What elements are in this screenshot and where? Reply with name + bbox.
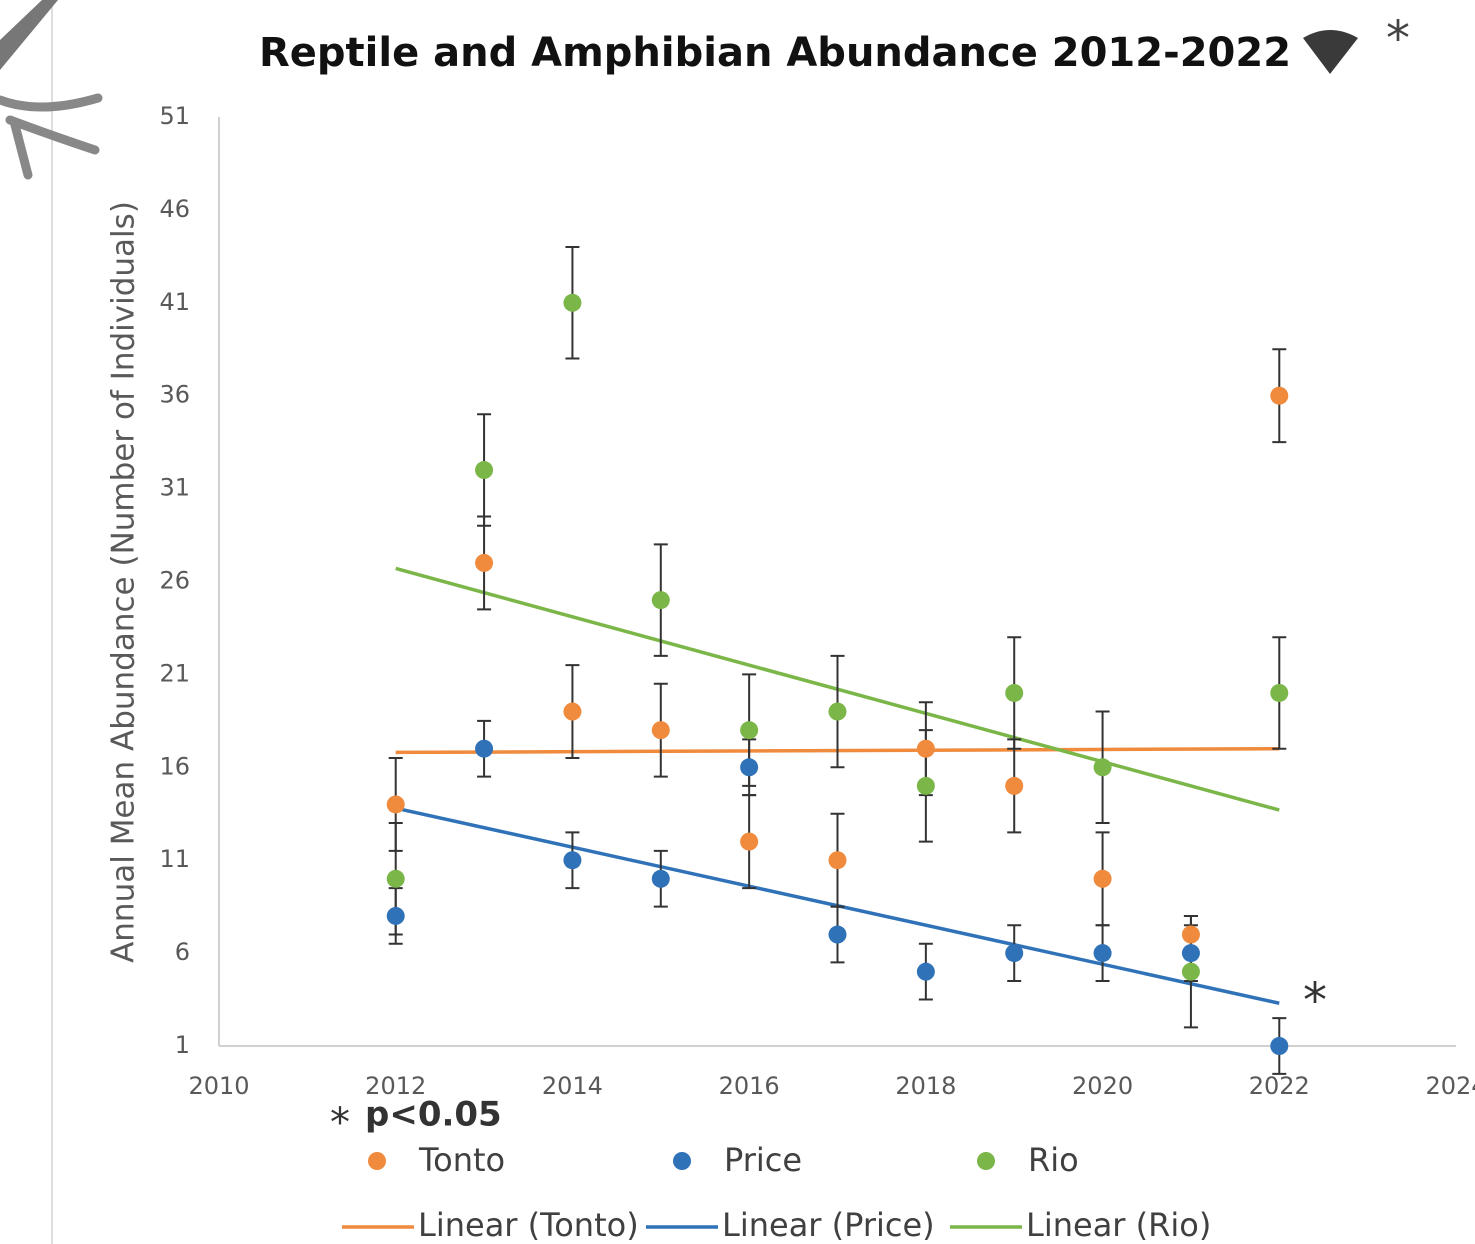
- significance-marker: *: [1386, 11, 1410, 67]
- data-point: [652, 721, 670, 739]
- x-tick-label: 2010: [188, 1072, 249, 1100]
- data-point: [1094, 870, 1112, 888]
- x-tick-label: 2014: [542, 1072, 603, 1100]
- data-point: [917, 777, 935, 795]
- legend-label: Price: [724, 1141, 802, 1179]
- data-point: [917, 740, 935, 758]
- y-tick-label: 11: [159, 845, 190, 873]
- heart-icon: [1303, 30, 1358, 74]
- legend-marker: [673, 1152, 691, 1170]
- legend-label: Linear (Rio): [1026, 1206, 1211, 1244]
- data-point: [475, 461, 493, 479]
- data-point: [563, 294, 581, 312]
- x-tick-label: 2016: [719, 1072, 780, 1100]
- y-tick-label: 36: [159, 381, 190, 409]
- significance-marker: *: [330, 1100, 350, 1146]
- y-tick-label: 16: [159, 752, 190, 780]
- data-point: [652, 591, 670, 609]
- data-point: [829, 851, 847, 869]
- y-tick-label: 41: [159, 288, 190, 316]
- chart: Reptile and Amphibian Abundance 2012-202…: [0, 0, 1475, 1244]
- legend-label: Tonto: [418, 1141, 505, 1179]
- data-point: [387, 870, 405, 888]
- x-tick-label: 2020: [1072, 1072, 1133, 1100]
- x-tick-label: 2024: [1425, 1072, 1475, 1100]
- data-point: [1270, 684, 1288, 702]
- data-point: [387, 795, 405, 813]
- data-point: [1270, 387, 1288, 405]
- data-point: [387, 907, 405, 925]
- data-point: [1270, 1037, 1288, 1055]
- y-tick-label: 1: [175, 1031, 190, 1059]
- data-point: [563, 703, 581, 721]
- chart-title: Reptile and Amphibian Abundance 2012-202…: [259, 30, 1291, 76]
- data-point: [475, 554, 493, 572]
- x-tick-label: 2018: [895, 1072, 956, 1100]
- data-point: [917, 963, 935, 981]
- legend-marker: [368, 1152, 386, 1170]
- x-tick-label: 2012: [365, 1072, 426, 1100]
- y-tick-label: 46: [159, 195, 190, 223]
- y-tick-label: 6: [175, 938, 190, 966]
- data-point: [1094, 944, 1112, 962]
- data-point: [740, 833, 758, 851]
- data-point: [475, 740, 493, 758]
- data-point: [740, 721, 758, 739]
- data-point: [1005, 777, 1023, 795]
- data-point: [1182, 963, 1200, 981]
- data-point: [829, 926, 847, 944]
- data-point: [1182, 926, 1200, 944]
- data-point: [829, 703, 847, 721]
- branch-decoration: [0, 98, 98, 175]
- y-axis-title: Annual Mean Abundance (Number of Individ…: [106, 201, 142, 963]
- legend-label: Linear (Price): [722, 1206, 935, 1244]
- y-tick-label: 21: [159, 659, 190, 687]
- data-point: [563, 851, 581, 869]
- branch-decoration: [0, 0, 58, 70]
- legend-label: Rio: [1028, 1141, 1079, 1179]
- data-point: [1005, 684, 1023, 702]
- significance-note: p<0.05: [365, 1095, 502, 1135]
- x-tick-label: 2022: [1249, 1072, 1310, 1100]
- data-point: [1182, 944, 1200, 962]
- significance-marker: *: [1303, 973, 1327, 1029]
- legend-label: Linear (Tonto): [418, 1206, 639, 1244]
- data-point: [1005, 944, 1023, 962]
- y-tick-label: 31: [159, 474, 190, 502]
- data-point: [1094, 758, 1112, 776]
- page: Reptile and Amphibian Abundance 2012-202…: [0, 0, 1475, 1244]
- y-tick-label: 51: [159, 102, 190, 130]
- data-point: [652, 870, 670, 888]
- data-point: [740, 758, 758, 776]
- legend-marker: [977, 1152, 995, 1170]
- y-tick-label: 26: [159, 567, 190, 595]
